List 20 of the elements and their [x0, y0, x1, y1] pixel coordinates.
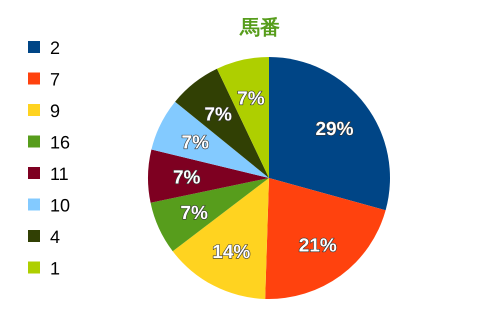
- data-label: 7%: [237, 88, 265, 110]
- legend-label: 16: [50, 132, 70, 152]
- legend-label: 4: [50, 227, 60, 247]
- legend-label: 7: [50, 70, 60, 90]
- pie-slice: [148, 149, 269, 203]
- data-label: 29%: [315, 119, 354, 140]
- data-label: 14%: [212, 242, 250, 264]
- chart-title: 馬番: [239, 16, 280, 39]
- data-label: 7%: [204, 104, 232, 126]
- legend-label: 11: [50, 164, 69, 184]
- legend-label: 10: [50, 196, 70, 216]
- pie-slice: [265, 178, 386, 299]
- legend-label: 9: [50, 101, 60, 121]
- data-label: 7%: [182, 132, 210, 154]
- legend-label: 2: [50, 38, 60, 58]
- pie-slice: [269, 57, 390, 210]
- legend-label: 1: [50, 258, 60, 278]
- data-label: 7%: [180, 203, 208, 224]
- data-label: 21%: [298, 235, 337, 256]
- data-label: 7%: [172, 168, 201, 189]
